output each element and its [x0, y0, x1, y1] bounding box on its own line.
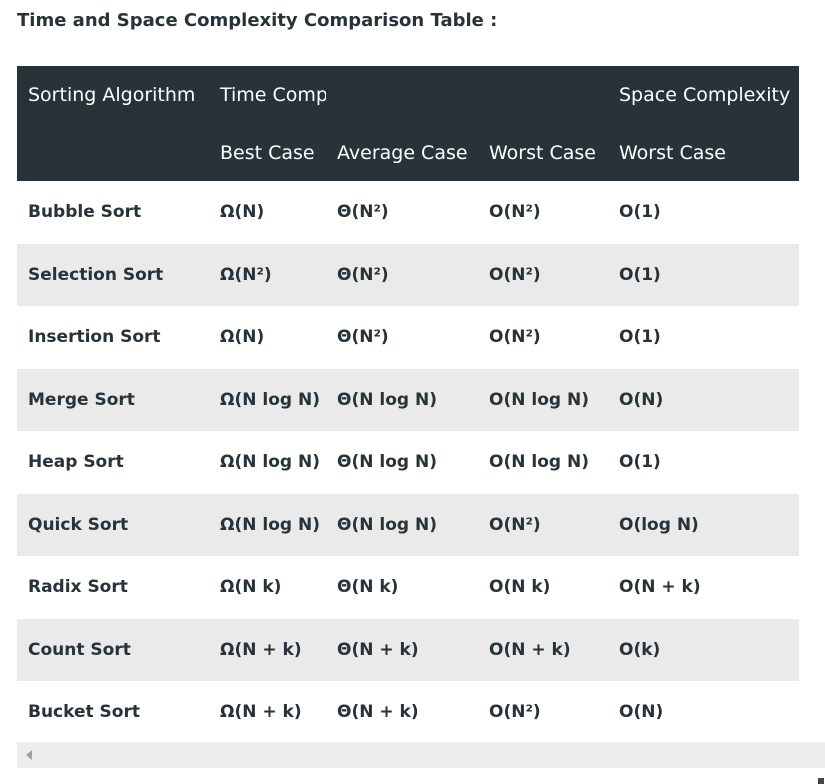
- worst-case-value: O(N + k): [478, 618, 608, 681]
- table-row: Selection Sort Ω(N²) Θ(N²) O(N²) O(1): [17, 243, 799, 306]
- best-case-value: Ω(N²): [209, 243, 326, 306]
- worst-case-value: O(N log N): [478, 431, 608, 494]
- table-row: Merge Sort Ω(N log N) Θ(N log N) O(N log…: [17, 368, 799, 431]
- best-case-value: Ω(N): [209, 306, 326, 369]
- best-case-value: Ω(N k): [209, 556, 326, 619]
- table-row: Radix Sort Ω(N k) Θ(N k) O(N k) O(N + k): [17, 556, 799, 619]
- average-case-value: Θ(N k): [326, 556, 478, 619]
- average-case-value: Θ(N + k): [326, 681, 478, 744]
- space-value: O(1): [608, 181, 799, 244]
- worst-case-value: O(N²): [478, 243, 608, 306]
- average-case-value: Θ(N log N): [326, 368, 478, 431]
- table-row: Bucket Sort Ω(N + k) Θ(N + k) O(N²) O(N): [17, 681, 799, 744]
- algorithm-name: Merge Sort: [17, 368, 209, 431]
- algorithm-name: Insertion Sort: [17, 306, 209, 369]
- header-row-2: Best Case Average Case Worst Case Worst …: [17, 124, 799, 181]
- worst-case-value: O(N²): [478, 681, 608, 744]
- best-case-value: Ω(N log N): [209, 431, 326, 494]
- average-case-value: Θ(N²): [326, 243, 478, 306]
- average-case-value: Θ(N + k): [326, 618, 478, 681]
- space-value: O(N): [608, 681, 799, 744]
- algorithm-name: Bucket Sort: [17, 681, 209, 744]
- space-value: O(N): [608, 368, 799, 431]
- algorithm-name: Radix Sort: [17, 556, 209, 619]
- best-case-value: Ω(N + k): [209, 618, 326, 681]
- table-row: Bubble Sort Ω(N) Θ(N²) O(N²) O(1): [17, 181, 799, 244]
- best-case-value: Ω(N log N): [209, 493, 326, 556]
- best-case-value: Ω(N + k): [209, 681, 326, 744]
- algorithm-name: Selection Sort: [17, 243, 209, 306]
- header-worst-case: Worst Case: [478, 124, 608, 181]
- header-time-complexity: Time Complexity: [209, 66, 326, 124]
- best-case-value: Ω(N log N): [209, 368, 326, 431]
- worst-case-value: O(N²): [478, 493, 608, 556]
- best-case-value: Ω(N): [209, 181, 326, 244]
- table-row: Heap Sort Ω(N log N) Θ(N log N) O(N log …: [17, 431, 799, 494]
- algorithm-name: Bubble Sort: [17, 181, 209, 244]
- header-empty: [478, 66, 608, 124]
- worst-case-value: O(N²): [478, 181, 608, 244]
- table-row: Count Sort Ω(N + k) Θ(N + k) O(N + k) O(…: [17, 618, 799, 681]
- complexity-table: Sorting Algorithm Time Complexity Space …: [17, 66, 799, 744]
- header-average-case: Average Case: [326, 124, 478, 181]
- average-case-value: Θ(N log N): [326, 493, 478, 556]
- algorithm-name: Heap Sort: [17, 431, 209, 494]
- header-sorting-algorithm: Sorting Algorithm: [17, 66, 209, 124]
- header-empty: [17, 124, 209, 181]
- header-space-complexity: Space Complexity: [608, 66, 799, 124]
- space-value: O(N + k): [608, 556, 799, 619]
- table-row: Quick Sort Ω(N log N) Θ(N log N) O(N²) O…: [17, 493, 799, 556]
- resize-corner: [818, 778, 824, 784]
- horizontal-scrollbar[interactable]: [17, 742, 825, 768]
- algorithm-name: Count Sort: [17, 618, 209, 681]
- header-row-1: Sorting Algorithm Time Complexity Space …: [17, 66, 799, 124]
- average-case-value: Θ(N²): [326, 181, 478, 244]
- space-value: O(1): [608, 431, 799, 494]
- average-case-value: Θ(N log N): [326, 431, 478, 494]
- space-value: O(log N): [608, 493, 799, 556]
- table-row: Insertion Sort Ω(N) Θ(N²) O(N²) O(1): [17, 306, 799, 369]
- algorithm-name: Quick Sort: [17, 493, 209, 556]
- space-value: O(1): [608, 243, 799, 306]
- worst-case-value: O(N²): [478, 306, 608, 369]
- scroll-left-arrow-icon[interactable]: [26, 750, 32, 760]
- header-best-case: Best Case: [209, 124, 326, 181]
- header-empty: [326, 66, 478, 124]
- page-title: Time and Space Complexity Comparison Tab…: [17, 10, 498, 31]
- space-value: O(k): [608, 618, 799, 681]
- space-value: O(1): [608, 306, 799, 369]
- header-space-worst-case: Worst Case: [608, 124, 799, 181]
- worst-case-value: O(N k): [478, 556, 608, 619]
- worst-case-value: O(N log N): [478, 368, 608, 431]
- complexity-table-container[interactable]: Sorting Algorithm Time Complexity Space …: [17, 66, 825, 744]
- average-case-value: Θ(N²): [326, 306, 478, 369]
